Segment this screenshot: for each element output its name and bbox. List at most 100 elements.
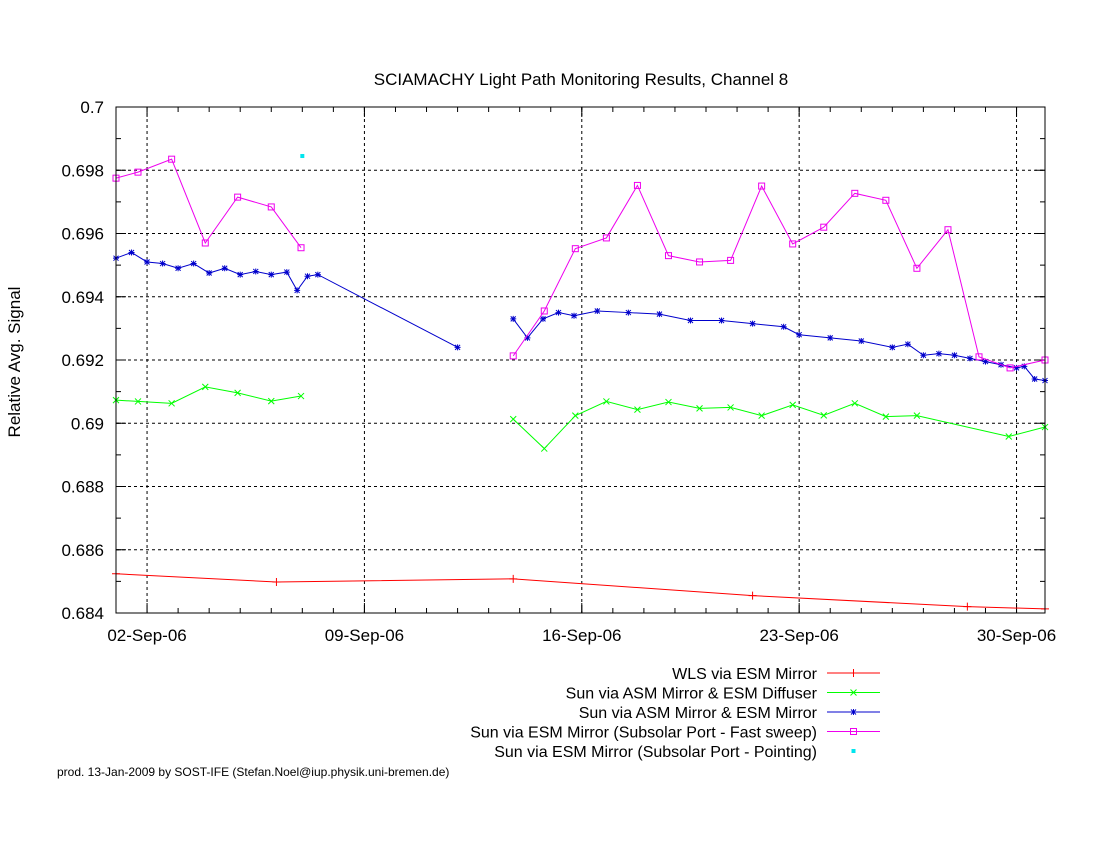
data-point	[294, 287, 301, 294]
data-point	[267, 397, 275, 405]
data-point	[128, 249, 135, 256]
data-point	[664, 252, 672, 260]
x-tick-label: 16-Sep-06	[542, 626, 621, 645]
data-point	[594, 307, 601, 314]
data-point	[201, 383, 209, 391]
data-point	[1006, 364, 1014, 372]
data-point	[272, 578, 281, 587]
data-point	[190, 260, 197, 267]
data-point	[889, 344, 896, 351]
data-point	[297, 392, 305, 400]
data-point	[314, 271, 321, 278]
y-tick-label: 0.686	[61, 541, 104, 560]
data-point	[524, 334, 531, 341]
y-tick-label: 0.698	[61, 161, 104, 180]
legend-marker	[850, 689, 857, 696]
data-point	[134, 168, 142, 176]
legend-marker	[851, 749, 856, 753]
data-point	[540, 445, 548, 452]
data-point	[571, 312, 578, 319]
data-point	[602, 234, 610, 242]
y-tick-label: 0.696	[61, 225, 104, 244]
data-point	[827, 334, 834, 341]
legend-label: WLS via ESM Mirror	[672, 666, 818, 683]
data-point	[1013, 364, 1020, 371]
data-point	[206, 270, 213, 277]
data-point	[297, 244, 305, 252]
grid	[116, 107, 1045, 613]
series-line	[512, 400, 1046, 450]
data-point	[748, 591, 757, 600]
data-point	[718, 317, 725, 324]
data-point	[159, 260, 166, 267]
series-layer	[112, 154, 1049, 613]
series-2	[112, 383, 1049, 452]
data-point	[571, 245, 579, 253]
data-point	[913, 264, 921, 272]
data-point	[656, 311, 663, 318]
data-point	[234, 193, 242, 201]
data-point	[820, 223, 828, 231]
data-point	[304, 273, 311, 280]
data-point	[237, 271, 244, 278]
legend-label: Sun via ASM Mirror & ESM Mirror	[579, 705, 818, 722]
legend-marker	[850, 728, 857, 735]
data-point	[555, 309, 562, 316]
data-point	[509, 352, 517, 360]
data-point	[571, 412, 579, 420]
y-tick-label: 0.7	[80, 98, 104, 117]
data-point	[134, 398, 142, 405]
legend-marker	[849, 669, 858, 677]
data-point	[509, 415, 517, 423]
data-point	[789, 401, 797, 409]
data-point	[935, 350, 942, 357]
x-tick-label: 09-Sep-06	[325, 626, 404, 645]
data-point	[758, 182, 766, 190]
data-point	[221, 265, 228, 272]
y-tick-label: 0.692	[61, 351, 104, 370]
legend-label: Sun via ESM Mirror (Subsolar Port - Poin…	[494, 744, 817, 761]
data-point	[201, 239, 209, 247]
data-point	[540, 307, 548, 315]
axis-ticks: 0.684 0.686 0.688 0.69 0.692 0.694 0.696 0.698 0…	[61, 98, 1056, 645]
data-point	[749, 320, 756, 327]
y-tick-label: 0.684	[61, 604, 104, 623]
data-point	[920, 352, 927, 359]
data-point	[1031, 375, 1038, 382]
series-4	[112, 155, 1049, 372]
series-line	[512, 184, 1046, 369]
data-point	[820, 411, 828, 419]
footer-credit: prod. 13-Jan-2009 by SOST-IFE (Stefan.No…	[57, 765, 449, 779]
data-point	[510, 315, 517, 322]
y-tick-label: 0.688	[61, 478, 104, 497]
data-point	[944, 226, 952, 234]
series-1	[112, 569, 1049, 613]
legend-label: Sun via ASM Mirror & ESM Diffuser	[566, 686, 818, 703]
data-point	[758, 412, 765, 420]
series-5	[300, 154, 305, 159]
x-tick-label: 23-Sep-06	[759, 626, 838, 645]
chart-title: SCIAMACHY Light Path Monitoring Results,…	[374, 70, 789, 89]
data-point	[951, 352, 958, 359]
data-point	[696, 405, 703, 412]
series-line	[115, 158, 302, 249]
data-point	[1005, 433, 1013, 440]
data-point	[603, 398, 610, 405]
data-point	[696, 258, 704, 266]
data-point	[687, 317, 694, 324]
series-line	[512, 310, 1046, 382]
series-line	[115, 386, 302, 404]
data-point	[634, 406, 641, 414]
data-point	[539, 315, 546, 322]
data-point	[727, 404, 734, 411]
data-point	[267, 203, 275, 211]
data-point	[780, 323, 787, 330]
legend: WLS via ESM Mirror Sun via ASM Mirror & E…	[470, 666, 880, 761]
y-axis-label: Relative Avg. Signal	[5, 287, 24, 438]
data-point	[234, 389, 241, 397]
y-tick-label: 0.694	[61, 288, 104, 307]
x-tick-label: 30-Sep-06	[977, 626, 1056, 645]
data-point	[1021, 363, 1028, 370]
legend-label: Sun via ESM Mirror (Subsolar Port - Fast…	[470, 725, 817, 742]
